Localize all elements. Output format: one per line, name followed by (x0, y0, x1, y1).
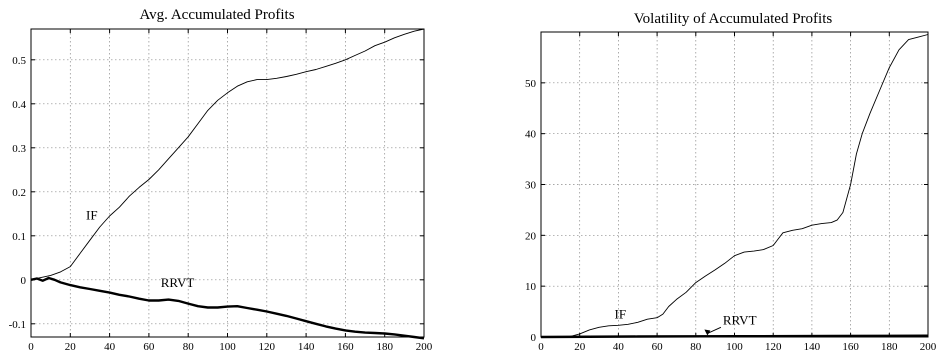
x-tick-label: 200 (416, 341, 433, 353)
x-tick-label: 100 (726, 341, 743, 353)
x-tick-label: 40 (104, 341, 116, 353)
chart-title: Volatility of Accumulated Profits (634, 11, 833, 27)
x-tick-label: 100 (219, 341, 236, 353)
y-tick-label: 0.5 (12, 55, 26, 67)
y-tick-label: 0.2 (12, 187, 26, 199)
x-tick-label: 20 (574, 341, 586, 353)
y-tick-label: 0 (21, 275, 27, 287)
x-tick-label: 60 (143, 341, 155, 353)
series-line-rrvt (540, 334, 929, 339)
annotation-arrow-line (707, 326, 722, 334)
y-tick-label: 40 (525, 129, 537, 141)
x-tick-label: 80 (690, 341, 702, 353)
x-tick-label: 20 (65, 341, 77, 353)
y-tick-label: 30 (525, 180, 537, 192)
series-line-if (540, 34, 929, 338)
x-tick-label: 60 (652, 341, 664, 353)
annotation-if: IF (86, 208, 98, 223)
series-line-rrvt (30, 276, 425, 340)
annotation-rrvt: RRVT (723, 312, 757, 327)
chart-title: Avg. Accumulated Profits (139, 7, 294, 23)
avg-profits-chart: Avg. Accumulated Profits 0 20 40 60 80 100 120… (9, 7, 433, 353)
x-tick-label: 180 (376, 341, 393, 353)
volatility-chart: Volatility of Accumulated Profits 0 20 40 6… (525, 11, 937, 353)
x-tick-label: 120 (259, 341, 276, 353)
series-line-if (30, 28, 425, 281)
y-tick-label: 50 (525, 78, 537, 90)
x-tick-label: 0 (28, 341, 34, 353)
x-tick-label: 160 (337, 341, 354, 353)
x-tick-label: 120 (765, 341, 782, 353)
x-tick-label: 0 (538, 341, 544, 353)
x-tick-label: 80 (183, 341, 195, 353)
plot-frame (30, 28, 425, 338)
x-tick-label: 180 (881, 341, 898, 353)
y-tick-label: 0.4 (12, 99, 26, 111)
y-tick-label: -0.1 (9, 319, 26, 331)
y-tick-label: 10 (525, 281, 537, 293)
y-tick-label: 0.3 (12, 143, 26, 155)
x-tick-label: 40 (613, 341, 625, 353)
y-tick-label: 0.1 (12, 231, 26, 243)
y-tick-label: 0 (531, 332, 537, 344)
x-tick-label: 140 (298, 341, 315, 353)
y-tick-label: 20 (525, 230, 537, 242)
annotation-arrow-head (704, 329, 711, 336)
x-tick-label: 140 (804, 341, 821, 353)
x-tick-label: 200 (920, 341, 937, 353)
annotation-rrvt: RRVT (161, 275, 195, 290)
x-tick-label: 160 (842, 341, 859, 353)
annotation-if: IF (615, 307, 627, 322)
